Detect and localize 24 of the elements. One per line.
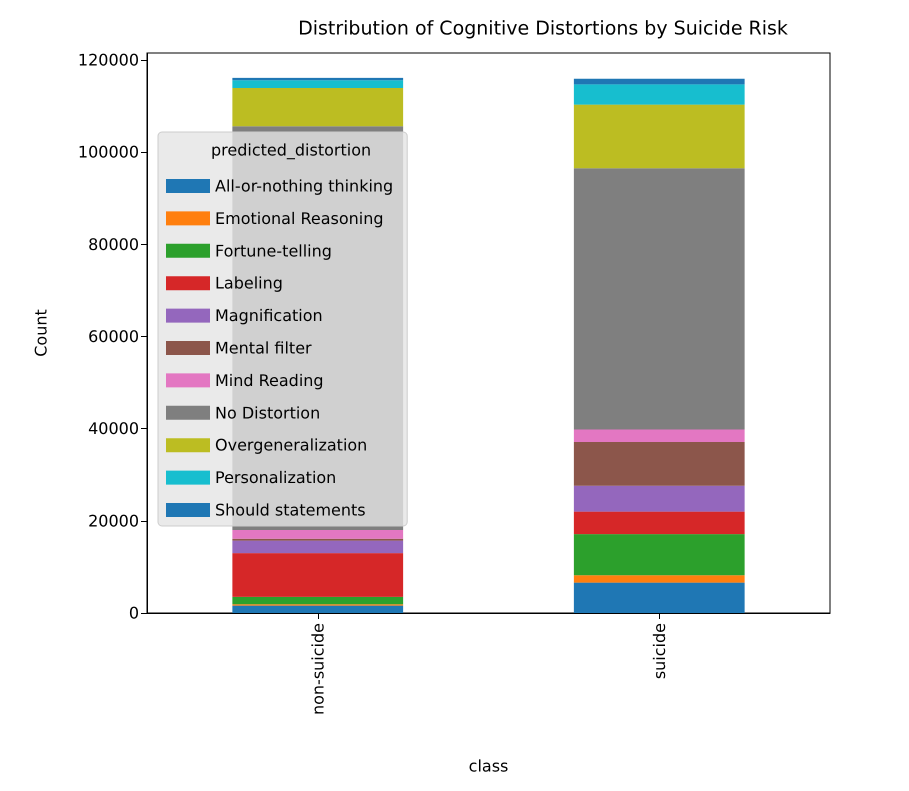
x-tick-label: suicide — [650, 623, 669, 680]
legend-title: predicted_distortion — [211, 140, 372, 160]
y-tick-label: 60000 — [88, 326, 139, 346]
y-tick-label: 0 — [128, 604, 139, 622]
x-axis-title: class — [468, 756, 508, 776]
legend-label: Mental filter — [215, 338, 312, 358]
legend-label: Fortune-telling — [215, 241, 332, 260]
y-axis-title: Count — [32, 309, 50, 357]
legend-label: Magnification — [215, 306, 323, 326]
legend-label: Overgeneralization — [215, 436, 368, 455]
legend-label: Labeling — [215, 274, 283, 293]
y-tick-label: 20000 — [88, 511, 139, 530]
legend-label: Emotional Reasoning — [215, 208, 384, 228]
legend-label: Personalization — [215, 468, 336, 488]
legend-label: Mind Reading — [215, 370, 324, 390]
legend-label: No Distortion — [215, 403, 320, 422]
legend-label: Should statements — [215, 500, 366, 520]
legend-label: All-or-nothing thinking — [215, 176, 394, 196]
y-tick-label: 120000 — [78, 50, 139, 70]
y-tick-label: 80000 — [88, 234, 139, 254]
y-tick-label: 40000 — [88, 419, 139, 438]
x-tick-label: non-suicide — [308, 623, 328, 716]
y-tick-label: 100000 — [78, 142, 139, 162]
chart-title: Distribution of Cognitive Distortions by Suicide Risk — [298, 18, 788, 40]
